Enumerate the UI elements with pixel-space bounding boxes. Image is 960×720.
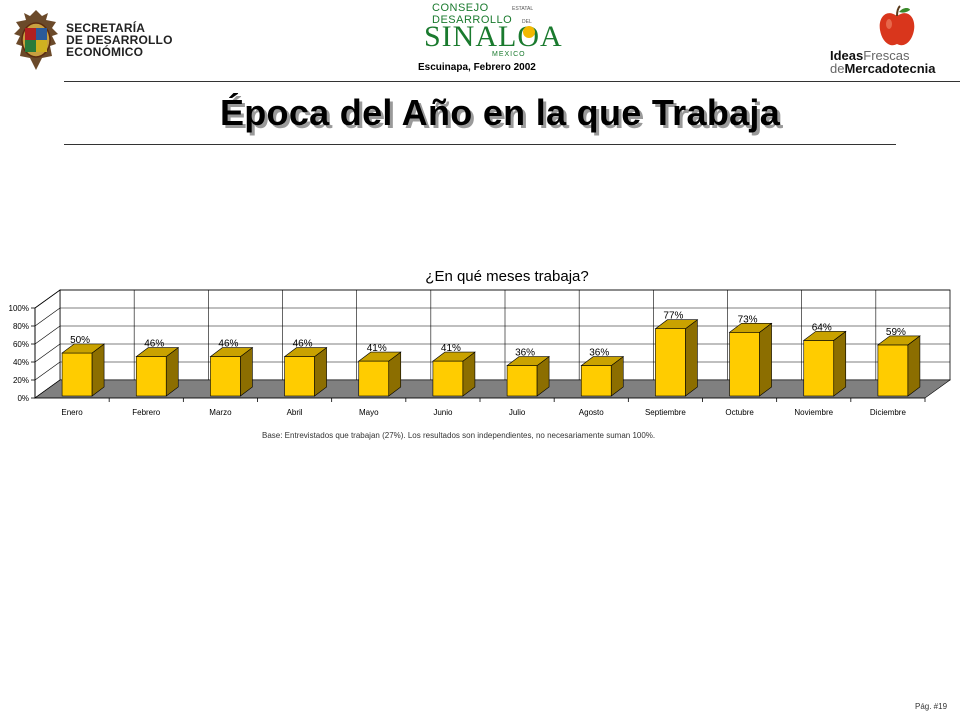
bar-side bbox=[759, 322, 772, 397]
x-tick-label: Junio bbox=[433, 408, 453, 417]
bar bbox=[506, 365, 538, 397]
bar-top bbox=[209, 347, 254, 357]
y-tick-label: 20% bbox=[13, 376, 29, 385]
bar-side bbox=[907, 335, 921, 397]
bar-side bbox=[685, 319, 698, 397]
data-label: 36% bbox=[515, 348, 535, 359]
bar bbox=[580, 365, 612, 397]
x-tick-label: Octubre bbox=[725, 408, 754, 417]
data-label: 36% bbox=[589, 348, 609, 359]
ideas-frescas-logo: IdeasFrescas deMercadotecnia bbox=[826, 4, 960, 76]
x-tick-label: Marzo bbox=[209, 408, 232, 417]
bar-side bbox=[833, 330, 847, 397]
apple-icon bbox=[879, 5, 915, 46]
bar-top bbox=[61, 343, 105, 354]
bar bbox=[210, 356, 241, 397]
x-tick-label: Diciembre bbox=[870, 408, 907, 417]
coat-of-arms-icon bbox=[14, 10, 58, 70]
data-label: 64% bbox=[812, 322, 832, 333]
plot-area: 0% 20% 40% 60% 80% 100% 50% Enero 46% Febrero 46% M… bbox=[9, 289, 951, 417]
gridline-side bbox=[34, 307, 61, 327]
bar bbox=[729, 332, 760, 397]
base-note: Base: Entrevistados que trabajan (27%). … bbox=[262, 431, 656, 440]
consejo-text: CONSEJO bbox=[432, 2, 489, 14]
bar bbox=[655, 328, 686, 397]
data-label: 59% bbox=[886, 327, 906, 338]
mexico-text: MEXICO bbox=[492, 51, 526, 58]
y-tick-label: 100% bbox=[9, 304, 29, 313]
gridline-side bbox=[34, 325, 61, 345]
bar-top bbox=[357, 351, 402, 362]
desarrollo-text: DESARROLLO bbox=[432, 14, 513, 26]
bar-top bbox=[877, 335, 921, 346]
consejo-sinaloa-logo: CONSEJO ESTATAL DESARROLLO DEL SINALOA M… bbox=[418, 0, 562, 68]
x-tick-label: Enero bbox=[61, 408, 83, 417]
data-label: 41% bbox=[441, 343, 461, 354]
x-tick-label: Noviembre bbox=[794, 408, 833, 417]
months-bar-chart: ¿En qué meses trabaja? 0% 20% 40% 60% 80% 100… bbox=[9, 268, 951, 417]
data-label: 46% bbox=[218, 339, 238, 350]
bar bbox=[877, 344, 909, 397]
y-tick-label: 40% bbox=[13, 358, 29, 367]
bar bbox=[432, 360, 464, 397]
data-label: 41% bbox=[367, 343, 387, 354]
estatal-text: ESTATAL bbox=[512, 6, 534, 12]
data-label: 50% bbox=[70, 335, 90, 346]
y-tick-label: 60% bbox=[13, 340, 29, 349]
location-date: Escuinapa, Febrero 2002 bbox=[418, 62, 536, 73]
y-tick-label: 80% bbox=[13, 322, 29, 331]
bar-top bbox=[135, 347, 180, 357]
secretaria-name: SECRETARÍA DE DESARROLLO ECONÓMICO bbox=[66, 21, 173, 59]
chart-title: ¿En qué meses trabaja? bbox=[425, 268, 588, 285]
bar-top bbox=[432, 351, 476, 362]
bar bbox=[358, 360, 390, 397]
data-label: 73% bbox=[738, 314, 758, 325]
x-tick-label: Julio bbox=[509, 408, 526, 417]
data-label: 77% bbox=[663, 311, 683, 322]
page-title: Época del Año en la que Trabaja bbox=[219, 92, 781, 133]
bar-top bbox=[728, 323, 773, 333]
x-tick-label: Febrero bbox=[132, 408, 161, 417]
x-tick-label: Mayo bbox=[359, 408, 379, 417]
bar-top bbox=[654, 319, 699, 329]
bar bbox=[135, 356, 167, 397]
gridline-side bbox=[34, 343, 61, 363]
bar bbox=[61, 352, 93, 397]
title-divider bbox=[64, 144, 896, 145]
ideas-frescas-text: IdeasFrescas bbox=[830, 48, 910, 63]
de-mercadotecnia-text: deMercadotecnia bbox=[830, 61, 936, 76]
data-label: 46% bbox=[144, 339, 164, 350]
side-wall bbox=[34, 289, 61, 399]
x-tick-label: Abril bbox=[287, 408, 303, 417]
x-tick-label: Agosto bbox=[579, 408, 604, 417]
sun-icon bbox=[523, 26, 535, 38]
del-text: DEL bbox=[522, 19, 532, 25]
gridline-side bbox=[34, 289, 61, 309]
gridline-side bbox=[34, 361, 61, 381]
secretaria-logo: SECRETARÍA DE DESARROLLO ECONÓMICO bbox=[8, 6, 178, 74]
data-label: 46% bbox=[293, 339, 313, 350]
page-number: Pág. #19 bbox=[915, 702, 948, 711]
bar-top bbox=[506, 356, 550, 366]
header-divider bbox=[64, 81, 960, 82]
sinaloa-text: SINALOA bbox=[424, 20, 563, 53]
y-tick-label: 0% bbox=[17, 394, 29, 403]
bar bbox=[803, 340, 835, 397]
bar-top bbox=[802, 331, 847, 341]
bar bbox=[284, 356, 315, 397]
bar-top bbox=[580, 356, 625, 366]
bar-top bbox=[283, 347, 328, 357]
x-tick-label: Septiembre bbox=[645, 408, 686, 417]
